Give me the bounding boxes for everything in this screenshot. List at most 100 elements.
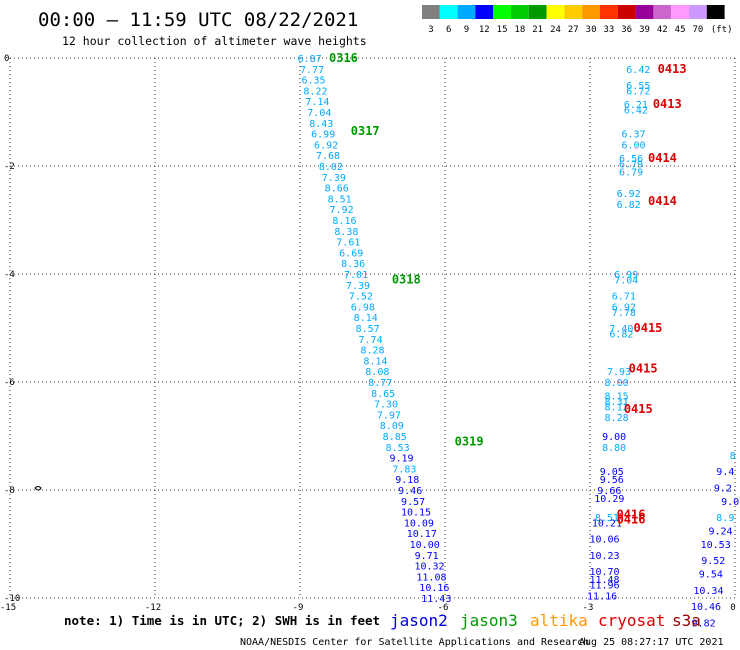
y-tick-label: -2 xyxy=(4,162,15,172)
wave-height-value: 8.38 xyxy=(334,227,358,238)
wave-height-value: 6.99 xyxy=(311,130,335,141)
wave-height-value: 8.65 xyxy=(371,389,395,400)
wave-height-value: 6.72 xyxy=(626,86,650,97)
footer-note: note: 1) Time is in UTC; 2) SWH is in fe… xyxy=(64,613,380,628)
colorbar-label: 39 xyxy=(639,25,650,35)
wave-height-value: 9.00 xyxy=(602,432,626,443)
color-scale: 3 6 9 12 15 18 21 24 27 30 33 36 39 42 45 70 (ft) xyxy=(422,5,733,35)
wave-height-value: 9.0 xyxy=(721,497,739,508)
footer-timestamp: Aug 25 08:27:17 UTC 2021 xyxy=(579,637,724,648)
colorbar-swatch xyxy=(564,5,583,19)
wave-height-value: 7.39 xyxy=(322,173,346,184)
wave-height-value: 8.57 xyxy=(356,324,380,335)
wave-height-value: 6.99 xyxy=(614,270,638,281)
colorbar-swatch xyxy=(582,5,600,19)
track-id-label: 0319 xyxy=(455,434,484,448)
page-title: 00:00 – 11:59 UTC 08/22/2021 xyxy=(38,9,358,31)
wave-height-value: 11.43 xyxy=(421,594,451,605)
colorbar-label: 6 xyxy=(446,25,451,35)
track-id-label: 0413 xyxy=(658,62,687,76)
wave-height-value: 9.05 xyxy=(600,467,624,478)
wave-height-value: 9.66 xyxy=(597,486,621,497)
track-id-label: 0316 xyxy=(329,51,358,65)
colorbar-swatch xyxy=(635,5,654,19)
colorbar-label: 18 xyxy=(514,25,525,35)
legend-jason2: jason2 xyxy=(390,611,448,630)
wave-height-value: 9.56 xyxy=(600,475,624,486)
wave-height-value: 6.21 xyxy=(624,100,648,111)
track-id-label: 0416 xyxy=(617,513,646,527)
wave-height-value: 6.79 xyxy=(619,159,643,170)
wave-height-value: 8.85 xyxy=(383,432,407,443)
colorbar-label: 12 xyxy=(479,25,490,35)
wave-height-value: 10.46 xyxy=(691,602,721,613)
colorbar-swatch xyxy=(653,5,672,19)
x-tick-label: -6 xyxy=(438,603,449,613)
wave-height-value: 8.77 xyxy=(368,378,392,389)
wave-height-points: 6.877.776.358.227.147.048.436.996.927.68… xyxy=(298,54,740,629)
x-tick-label: -3 xyxy=(583,603,594,613)
colorbar-label: 42 xyxy=(657,25,668,35)
wave-height-value: 6.42 xyxy=(624,105,648,116)
wave-height-value: 9.18 xyxy=(395,475,419,486)
wave-height-value: 6.79 xyxy=(619,167,643,178)
colorbar-label: (ft) xyxy=(711,25,733,35)
page-subtitle: 12 hour collection of altimeter wave hei… xyxy=(62,34,367,48)
colorbar-swatch xyxy=(689,5,707,19)
colorbar-label: 24 xyxy=(550,25,561,35)
track-id-label: 0415 xyxy=(634,321,663,335)
wave-height-value: 10.21 xyxy=(592,518,622,529)
wave-height-value: 7.01 xyxy=(344,270,368,281)
wave-height-value: 7.92 xyxy=(330,205,354,216)
wave-height-value: 11.48 xyxy=(589,575,619,586)
wave-height-value: 7.52 xyxy=(349,292,373,303)
colorbar-label: 70 xyxy=(692,25,703,35)
axis-ticks: -15 -12 -9 -6 -3 0 0 -2 -4 -6 -8 -10 xyxy=(0,54,736,613)
wave-height-value: 9.46 xyxy=(398,486,422,497)
colorbar-label: 3 xyxy=(428,25,433,35)
wave-height-value: 6.71 xyxy=(612,292,636,303)
wave-height-value: 8.02 xyxy=(319,162,343,173)
wave-height-value: 10.53 xyxy=(701,540,731,551)
x-tick-label: -15 xyxy=(0,603,16,613)
footer-credit: NOAA/NESDIS Center for Satellite Applica… xyxy=(240,637,589,648)
wave-height-value: 9.54 xyxy=(699,570,723,581)
wave-height-value: 8.28 xyxy=(605,413,629,424)
wave-height-value: 8.12 xyxy=(605,402,629,413)
wave-height-value: 8.51 xyxy=(595,513,619,524)
wave-height-value: 7.61 xyxy=(336,238,360,249)
wave-height-value: 7.77 xyxy=(300,65,324,76)
colorbar-swatch xyxy=(617,5,636,19)
wave-height-value: 7.04 xyxy=(614,275,638,286)
wave-height-value: 6.92 xyxy=(612,302,636,313)
wave-height-value: 9.4 xyxy=(716,467,734,478)
wave-height-value: 6.98 xyxy=(351,302,375,313)
wave-height-value: 9.52 xyxy=(701,556,725,567)
y-tick-label: -4 xyxy=(4,270,15,280)
colorbar-label: 45 xyxy=(675,25,686,35)
coastline-island xyxy=(34,486,42,491)
legend-cryosat: cryosat xyxy=(598,611,665,630)
track-id-label: 0415 xyxy=(624,402,653,416)
y-tick-label: -10 xyxy=(4,594,20,604)
wave-height-value: 7.40 xyxy=(609,324,633,335)
x-tick-label: -12 xyxy=(145,603,161,613)
y-tick-label: -8 xyxy=(4,486,15,496)
map-grid xyxy=(9,57,736,599)
wave-height-value: 10.15 xyxy=(401,508,431,519)
wave-height-value: 10.00 xyxy=(410,540,440,551)
colorbar-swatch xyxy=(671,5,689,19)
colorbar-label: 9 xyxy=(464,25,469,35)
wave-height-value: 7.68 xyxy=(316,151,340,162)
wave-height-value: 8.22 xyxy=(303,86,327,97)
wave-height-value: 6.92 xyxy=(314,140,338,151)
wave-height-value: 10.17 xyxy=(407,529,437,540)
wave-height-value: 8.15 xyxy=(605,392,629,403)
wave-height-value: 6.92 xyxy=(617,189,641,200)
colorbar-label: 15 xyxy=(497,25,508,35)
colorbar-label: 27 xyxy=(568,25,579,35)
wave-height-value: 8.53 xyxy=(386,443,410,454)
colorbar-swatch xyxy=(422,5,440,19)
y-tick-label: -6 xyxy=(4,378,15,388)
